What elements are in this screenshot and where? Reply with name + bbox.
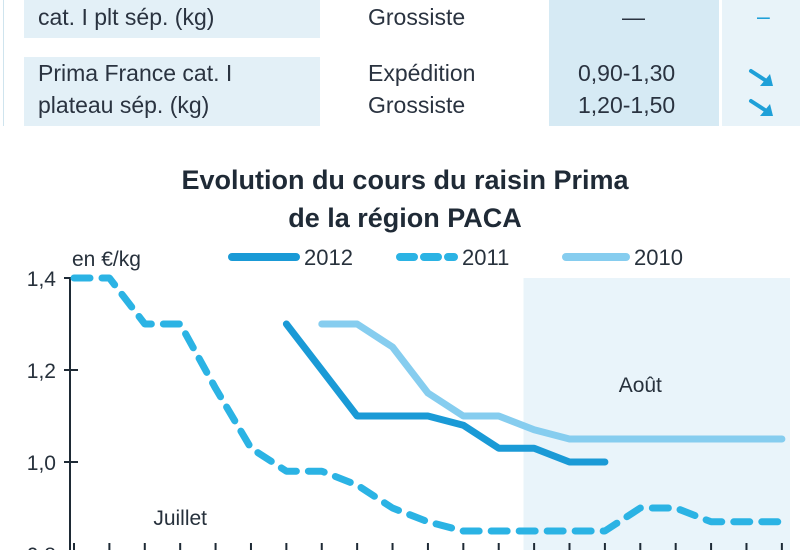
- down-right-arrow-icon: [749, 69, 773, 86]
- table-row-1-product-line2: plateau sép. (kg): [38, 92, 210, 118]
- y-tick-label: 1,2: [27, 360, 56, 383]
- legend-label-2011: 2011: [462, 245, 509, 270]
- down-right-arrow-icon: [749, 99, 773, 116]
- table-row-1-product-line1: Prima France cat. I: [38, 60, 233, 86]
- chart-title-line1: Evolution du cours du raisin Prima: [181, 165, 629, 195]
- series-line-2012: [282, 320, 609, 466]
- price-column-shade: [549, 0, 719, 126]
- legend-label-2012: 2012: [304, 245, 353, 270]
- annotation-juillet: Juillet: [153, 507, 207, 530]
- series-line-2011: [70, 274, 786, 535]
- table-row-1-price-expedition: 0,90-1,30: [578, 60, 676, 86]
- y-tick-label: 1,0: [27, 452, 56, 475]
- annotation-août: Août: [619, 374, 662, 397]
- table-row-0-product: cat. I plt sép. (kg): [38, 4, 215, 30]
- table-left-rule: [3, 0, 4, 126]
- table-row-0-stage: Grossiste: [368, 4, 466, 30]
- table-row-1-bg: [24, 57, 320, 126]
- series-line-2010: [318, 320, 786, 443]
- y-tick-label: 1,4: [27, 268, 57, 291]
- y-tick-label: 0,8: [27, 544, 56, 550]
- price-table: cat. I plt sép. (kg) Grossiste — – Prima…: [0, 0, 800, 132]
- trend-column-shade: [722, 0, 800, 126]
- chart-title-line2: de la région PACA: [288, 203, 522, 233]
- table-row-0-trend: –: [757, 3, 770, 29]
- y-axis-label: en €/kg: [72, 248, 141, 271]
- table-row-1-stage-grossiste: Grossiste: [368, 92, 466, 118]
- table-row-1-stage-expedition: Expédition: [368, 60, 476, 86]
- table-row-1-price-grossiste: 1,20-1,50: [578, 92, 676, 118]
- table-row-0-bg: [24, 0, 320, 38]
- table-row-0-price: —: [622, 4, 645, 30]
- legend-label-2010: 2010: [634, 245, 683, 270]
